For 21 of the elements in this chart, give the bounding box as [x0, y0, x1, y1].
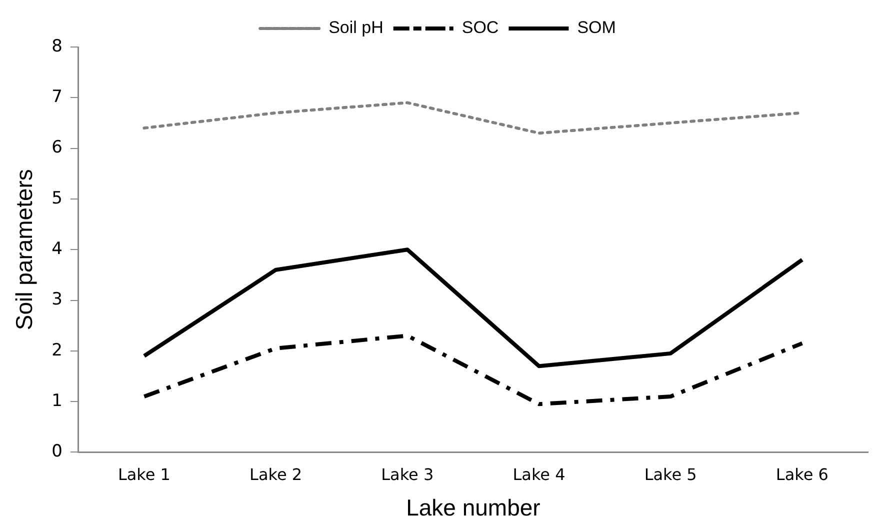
legend-label: SOM — [577, 18, 616, 38]
legend-label: Soil pH — [328, 18, 384, 38]
x-tick-label: Lake 2 — [250, 464, 302, 484]
x-tick-label: Lake 5 — [644, 464, 697, 484]
x-axis-title: Lake number — [406, 494, 541, 521]
y-tick-label: 6 — [52, 138, 62, 158]
x-tick-label: Lake 4 — [512, 464, 566, 484]
y-tick-label: 8 — [52, 36, 62, 56]
legend-label: SOC — [462, 18, 499, 38]
x-tick-label: Lake 1 — [118, 464, 170, 484]
y-tick-label: 3 — [52, 290, 62, 310]
y-tick-label: 7 — [52, 87, 62, 108]
y-tick-label: 0 — [52, 442, 62, 462]
line-series — [142, 334, 804, 406]
x-tick-label: Lake 3 — [381, 464, 434, 484]
y-tick-label: 1 — [52, 390, 62, 411]
x-tick-label: Lake 6 — [776, 464, 828, 484]
y-tick-label: 5 — [52, 188, 62, 208]
y-axis-title: Soil parameters — [11, 169, 38, 330]
y-tick-label: 2 — [52, 340, 62, 360]
y-tick-label: 4 — [52, 239, 62, 260]
